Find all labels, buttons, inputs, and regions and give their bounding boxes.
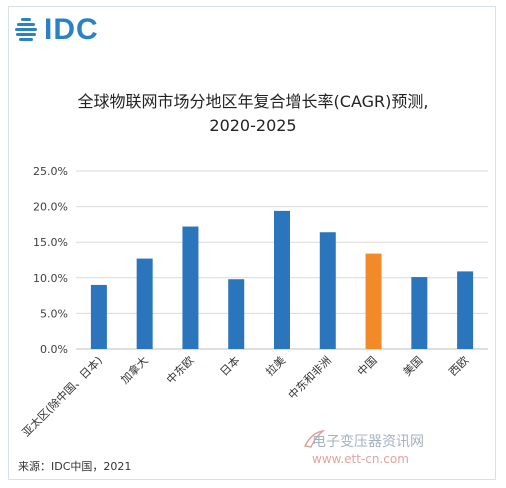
chart-card [8,6,496,480]
x-tick-label: 中东欧 [164,354,197,387]
x-tick-label: 亚太区(除中国、日本) [19,353,105,439]
x-tick-label: 拉美 [263,353,288,378]
logo-text: IDC [44,13,99,46]
idc-logo: IDC [12,10,99,50]
bar [90,284,107,349]
y-tick-label: 0.0% [40,343,68,356]
bar [182,226,199,349]
watermark: 电子变压器资讯网 www.ett-cn.com [312,434,502,468]
y-tick-label: 10.0% [33,272,68,285]
y-tick-label: 25.0% [33,165,68,178]
bar [365,253,382,349]
watermark-url: www.ett-cn.com [312,452,409,466]
bar [274,210,290,349]
x-tick-label: 中国 [355,354,380,379]
bar [228,279,245,349]
bar [457,271,474,349]
watermark-site-name: 电子变压器资讯网 [312,434,424,450]
x-tick-label: 日本 [217,353,242,378]
x-tick-label: 中东和非洲 [286,354,334,402]
x-tick-label: 西欧 [446,354,471,379]
idc-globe-icon [15,18,37,41]
chart-title: 全球物联网市场分地区年复合增长率(CAGR)预测, [77,92,429,111]
y-tick-label: 15.0% [33,236,68,249]
x-tick-label: 美国 [401,354,426,379]
chart-subtitle: 2020-2025 [209,116,297,135]
bar [136,258,153,349]
watermark-logo-icon [303,429,326,448]
y-tick-label: 5.0% [40,307,68,320]
source-note: 来源：IDC中国，2021 [18,460,132,473]
x-tick-label: 加拿大 [118,353,151,386]
bar [319,232,336,349]
chart-title-block: 全球物联网市场分地区年复合增长率(CAGR)预测, 2020-2025 [0,90,506,138]
bar [411,277,428,349]
y-tick-label: 20.0% [33,201,68,214]
